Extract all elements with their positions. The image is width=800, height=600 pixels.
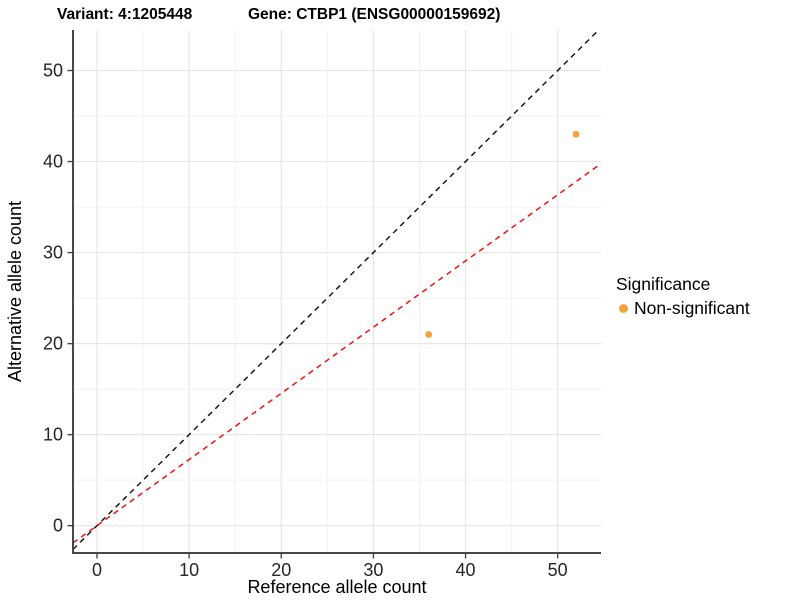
- x-tick-label: 10: [179, 560, 199, 580]
- y-tick-label: 0: [53, 516, 63, 536]
- x-tick-label: 50: [548, 560, 568, 580]
- plot-title-variant: Variant: 4:1205448: [57, 6, 193, 23]
- legend-item-label: Non-significant: [634, 298, 750, 318]
- x-axis-title: Reference allele count: [247, 577, 426, 597]
- y-tick-label: 10: [43, 425, 63, 445]
- y-tick-label: 30: [43, 243, 63, 263]
- x-tick-label: 0: [92, 560, 102, 580]
- x-tick-label: 30: [363, 560, 383, 580]
- data-point[interactable]: [425, 331, 433, 338]
- y-tick-label: 40: [43, 152, 63, 172]
- x-tick-label: 40: [456, 560, 476, 580]
- y-tick-label: 50: [43, 61, 63, 81]
- y-axis-title: Alternative allele count: [5, 201, 25, 382]
- y-tick-label: 20: [43, 334, 63, 354]
- legend-point-icon: [619, 304, 628, 313]
- legend-title: Significance: [616, 274, 711, 294]
- x-tick-label: 20: [271, 560, 291, 580]
- plot-title-gene: Gene: CTBP1 (ENSG00000159692): [248, 6, 501, 23]
- identity-line: [72, 29, 600, 550]
- legend: Significance Non-significant: [616, 274, 750, 319]
- expected-ratio-line: [72, 163, 602, 544]
- data-point[interactable]: [572, 130, 580, 138]
- legend-item-non-significant: Non-significant: [616, 298, 750, 319]
